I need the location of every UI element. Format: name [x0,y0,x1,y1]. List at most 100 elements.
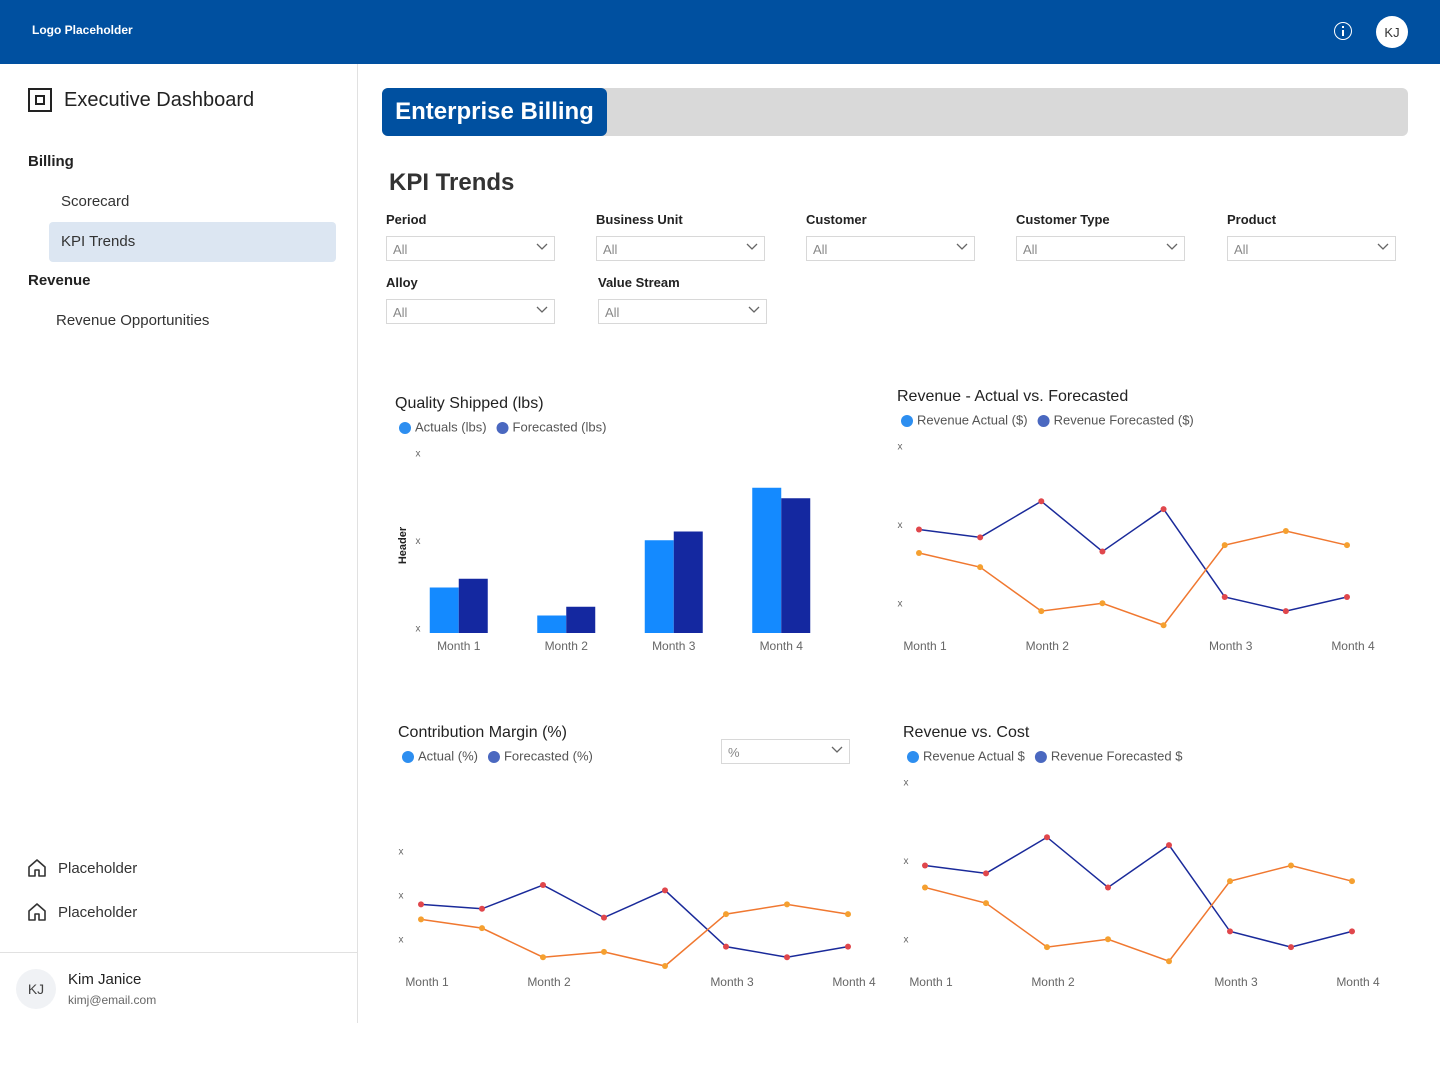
bar [752,487,782,633]
legend-label: Revenue Actual $ [923,748,1026,763]
dropdown-value: All [393,305,408,320]
x-tick-label: Month 4 [1331,639,1375,653]
legend-label: Actual (%) [418,748,478,763]
line [918,500,1348,612]
dropdown-value: All [603,242,618,257]
marker [1344,542,1350,549]
marker [1160,506,1167,513]
dropdown-value: All [1234,242,1249,257]
marker [662,887,668,894]
marker [601,914,607,921]
info-icon[interactable] [1334,22,1352,40]
marker [1044,944,1050,951]
bar [781,498,811,633]
marker [1227,878,1233,885]
tab-active[interactable]: Enterprise Billing [382,88,607,136]
x-tick-label: Month 1 [437,639,481,653]
marker [1349,928,1355,935]
marker [479,905,485,912]
dropdown-value: All [813,242,828,257]
dropdown[interactable]: All [1227,236,1396,261]
chart-title: Quality Shipped (lbs) [395,395,544,412]
dropdown-value: All [605,305,620,320]
marker [540,954,546,961]
filter-label: Alloy [386,275,418,290]
footer-link[interactable]: Placeholder [58,860,138,877]
dropdown[interactable]: All [386,299,555,324]
marker [601,948,607,955]
marker [1166,842,1172,849]
legend-dot [901,415,913,427]
dropdown[interactable]: % [721,739,850,764]
marker [723,911,729,918]
line [918,530,1348,627]
user-name: Kim Janice [68,971,142,988]
line [924,836,1353,948]
top-bar: Logo Placeholder KJ [0,0,1440,64]
y-tick-label: x [904,935,909,946]
marker [977,534,984,541]
marker [784,954,790,961]
marker [723,943,729,950]
marker [1221,542,1228,549]
x-tick-label: Month 3 [710,975,754,989]
legend-dot [907,751,919,763]
sidebar [0,64,358,1023]
nav-item[interactable]: Revenue Opportunities [56,312,210,329]
home-icon [28,859,46,877]
dropdown[interactable]: All [1016,236,1185,261]
x-tick-label: Month 2 [1031,975,1075,989]
bar [458,578,488,633]
line [420,903,849,967]
dropdown[interactable]: All [386,236,555,261]
y-tick-label: x [416,449,421,460]
marker [784,901,790,908]
legend-label: Actuals (lbs) [415,419,487,434]
filter-label: Period [386,212,427,227]
home-icon [28,903,46,921]
bar [537,615,567,633]
dropdown[interactable]: All [806,236,975,261]
marker [916,550,922,557]
footer-link[interactable]: Placeholder [58,904,138,921]
marker [662,963,668,969]
marker [1166,958,1172,965]
marker [418,916,424,923]
page-heading: KPI Trends [389,169,515,196]
marker [983,900,989,907]
marker [845,911,851,918]
marker [983,870,989,877]
legend-label: Revenue Forecasted ($) [1054,412,1194,427]
filter-label: Business Unit [596,212,683,227]
x-tick-label: Month 3 [652,639,696,653]
bar [644,540,674,633]
y-tick-label: x [399,891,404,902]
avatar[interactable]: KJ [1376,16,1408,48]
nav-item[interactable]: Scorecard [61,193,130,210]
marker [1105,884,1111,891]
legend-dot [399,422,411,434]
legend-dot [402,751,414,763]
nav-item-active[interactable]: KPI Trends [49,222,336,262]
dropdown[interactable]: All [598,299,767,324]
legend-label: Revenue Actual ($) [917,412,1028,427]
legend-dot [496,422,509,434]
y-tick-label: x [399,847,404,858]
x-tick-label: Month 3 [1209,639,1253,653]
chart-title: Revenue vs. Cost [903,724,1030,741]
x-tick-label: Month 2 [545,639,589,653]
marker [916,526,922,533]
y-tick-label: x [904,778,909,789]
user-avatar: KJ [16,969,56,1009]
line [924,864,1353,963]
x-tick-label: Month 4 [832,975,876,989]
bar [673,531,703,633]
marker [1044,834,1050,841]
marker [845,943,851,950]
bar [566,606,596,633]
dropdown[interactable]: All [596,236,765,261]
legend-dot [1037,415,1050,427]
line [420,884,849,958]
x-tick-label: Month 2 [1026,639,1070,653]
